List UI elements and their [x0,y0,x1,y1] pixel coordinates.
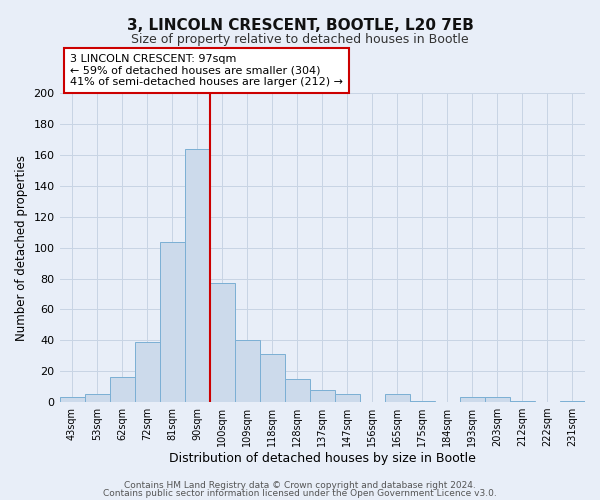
Bar [134,342,160,402]
Bar [560,400,585,402]
Bar [385,394,410,402]
Bar [510,400,535,402]
Bar [285,379,310,402]
Bar [235,340,260,402]
Bar [160,242,185,402]
Bar [185,149,209,402]
Bar [485,398,510,402]
Bar [460,398,485,402]
Bar [310,390,335,402]
Bar [260,354,285,402]
Text: Size of property relative to detached houses in Bootle: Size of property relative to detached ho… [131,32,469,46]
Text: Contains HM Land Registry data © Crown copyright and database right 2024.: Contains HM Land Registry data © Crown c… [124,480,476,490]
Text: 3, LINCOLN CRESCENT, BOOTLE, L20 7EB: 3, LINCOLN CRESCENT, BOOTLE, L20 7EB [127,18,473,32]
Text: 3 LINCOLN CRESCENT: 97sqm
← 59% of detached houses are smaller (304)
41% of semi: 3 LINCOLN CRESCENT: 97sqm ← 59% of detac… [70,54,343,87]
Bar [209,283,235,402]
X-axis label: Distribution of detached houses by size in Bootle: Distribution of detached houses by size … [169,452,476,465]
Bar [85,394,110,402]
Bar [335,394,360,402]
Bar [59,398,85,402]
Bar [410,400,435,402]
Y-axis label: Number of detached properties: Number of detached properties [15,154,28,340]
Text: Contains public sector information licensed under the Open Government Licence v3: Contains public sector information licen… [103,489,497,498]
Bar [110,378,134,402]
